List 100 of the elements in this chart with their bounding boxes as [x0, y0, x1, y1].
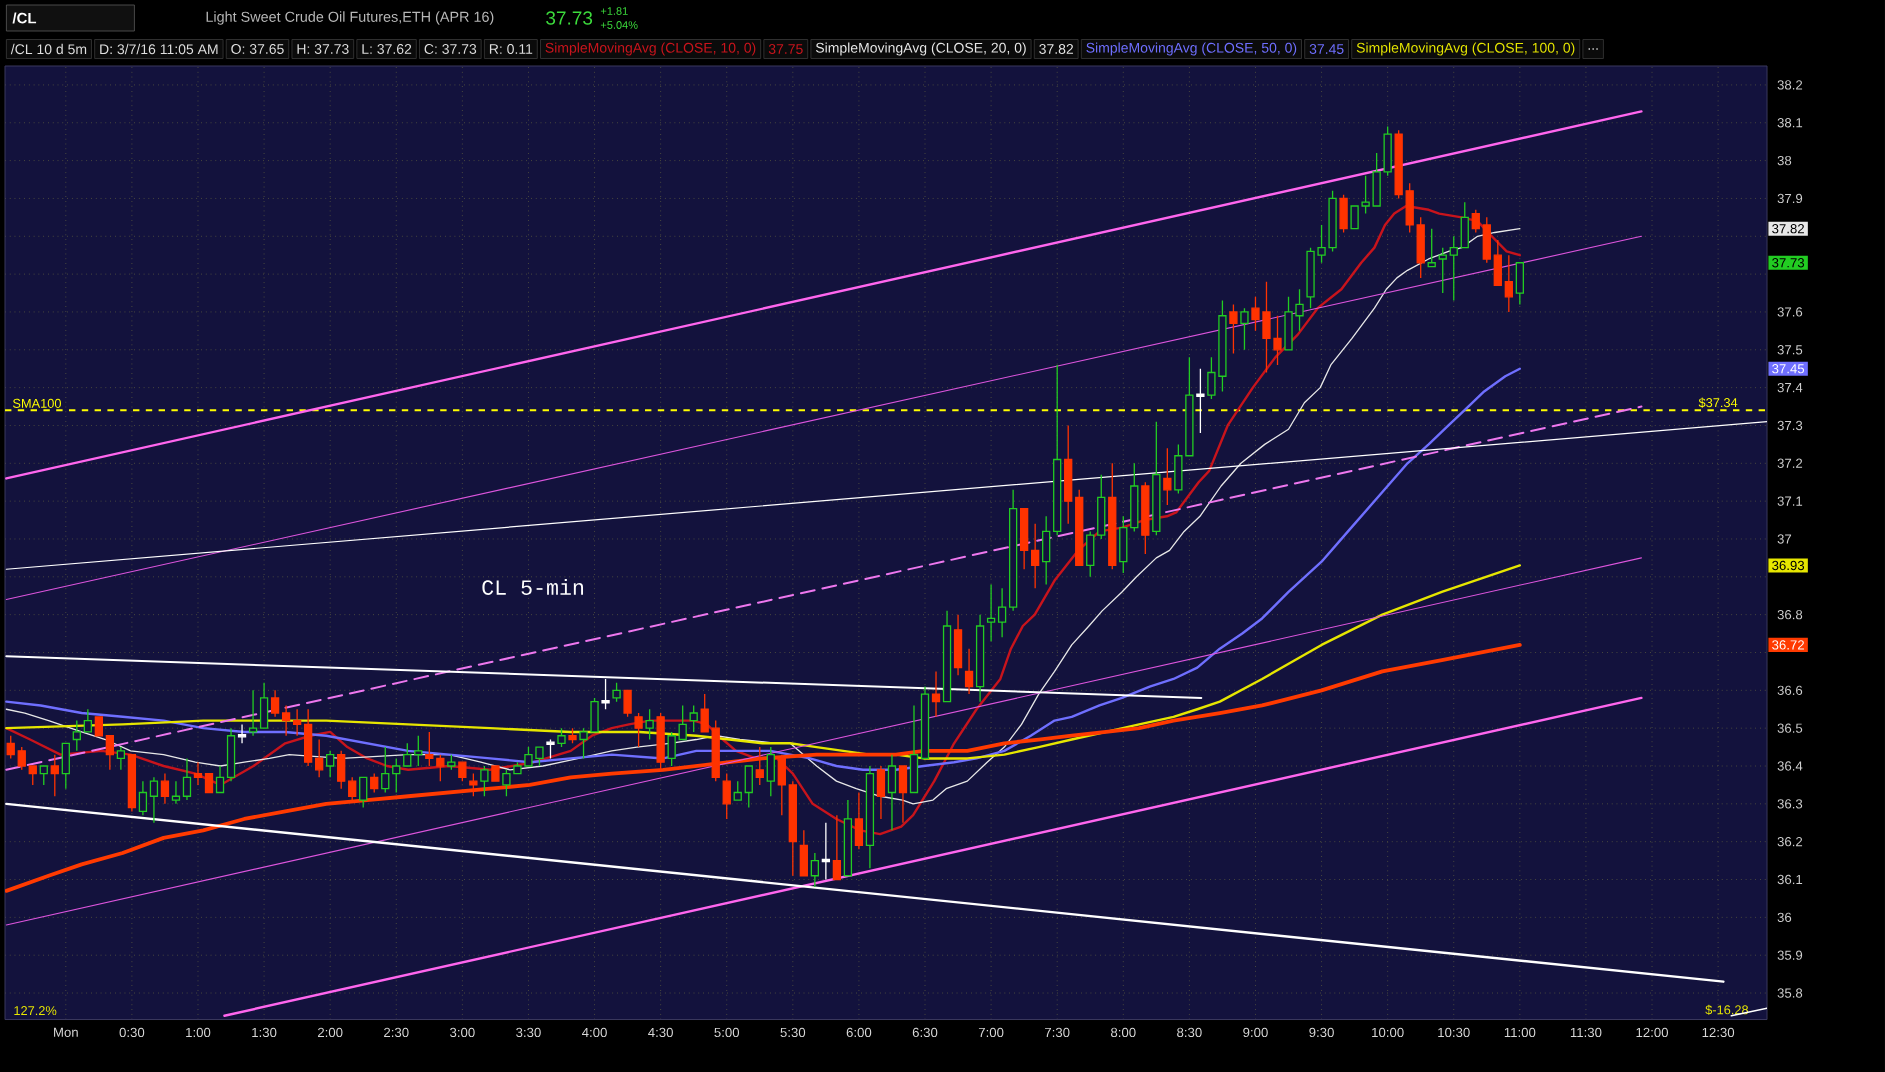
candlestick [149, 776, 159, 824]
candlestick [17, 746, 26, 771]
candlestick [700, 693, 709, 733]
candlestick [986, 583, 996, 642]
ref-line-label: SMA100 [12, 398, 61, 408]
candlestick [887, 754, 897, 831]
candlestick [1108, 462, 1117, 570]
candlestick [436, 754, 445, 782]
x-tick-label: 7:30 [1045, 1027, 1070, 1038]
candlestick [975, 614, 985, 703]
candlestick [28, 765, 37, 786]
candlestick [61, 742, 70, 790]
candlestick [248, 689, 258, 737]
y-tick-label: 37.3 [1777, 420, 1803, 431]
x-tick-label: 2:30 [384, 1027, 409, 1038]
text: 36.72 [1772, 640, 1804, 650]
candlestick [502, 769, 511, 797]
text: 37.75 [768, 44, 803, 54]
candlestick [215, 765, 225, 794]
text: D: 3/7/16 11:05 AM [100, 43, 218, 55]
candlestick [403, 742, 412, 767]
candlestick [1152, 421, 1161, 536]
x-tick-label: 12:00 [1636, 1027, 1669, 1038]
x-tick-label: 2:00 [317, 1027, 343, 1038]
x-tick-label: 11:00 [1504, 1027, 1536, 1038]
candlestick [535, 746, 544, 767]
x-tick-label: 1:30 [252, 1027, 277, 1038]
candlestick [579, 727, 588, 760]
candlestick [1273, 315, 1282, 366]
annotation: $37.34 [1698, 397, 1738, 408]
candlestick [645, 708, 654, 741]
y-tick-label: 37.2 [1777, 458, 1803, 468]
y-tick-label: 36.4 [1777, 761, 1803, 771]
candlestick [72, 719, 81, 752]
candlestick [182, 757, 192, 801]
candlestick [1119, 515, 1128, 574]
x-tick-label: 6:00 [846, 1027, 872, 1038]
candlestick [50, 754, 59, 797]
x-tick-label: 7:00 [978, 1027, 1004, 1038]
candlestick [799, 829, 808, 877]
candlestick [689, 704, 698, 733]
x-tick-label: 8:00 [1111, 1027, 1136, 1038]
candlestick [909, 704, 919, 794]
text: O: 37.65 [231, 44, 284, 54]
candlestick [821, 822, 831, 881]
candlestick [865, 765, 875, 869]
candlestick [1097, 474, 1106, 540]
candlestick [843, 799, 853, 877]
candlestick [733, 780, 742, 801]
candlestick [1350, 205, 1359, 230]
candlestick [766, 746, 775, 797]
x-tick-label: 6:30 [912, 1027, 938, 1038]
candlestick [1394, 129, 1403, 200]
text: R: 0.11 [489, 44, 533, 54]
candlestick [854, 791, 864, 850]
candlestick [392, 757, 401, 794]
y-tick-label: 36 [1777, 912, 1792, 923]
candlestick [160, 772, 170, 805]
text: ... [1588, 48, 1598, 50]
candlestick [1019, 508, 1029, 570]
x-tick-label: 11:30 [1570, 1027, 1602, 1038]
y-tick-label: 35.8 [1777, 988, 1803, 998]
text: +1.81 [600, 7, 628, 15]
candlestick [1295, 288, 1304, 332]
y-tick-label: 38.2 [1777, 80, 1803, 90]
x-tick-label: 5:00 [714, 1027, 740, 1038]
text: 37.45 [1309, 44, 1344, 54]
candlestick [1086, 530, 1095, 578]
candlestick [491, 765, 500, 782]
candlestick [1328, 190, 1337, 253]
candlestick [1284, 296, 1293, 351]
candlestick [1493, 239, 1502, 287]
x-tick-label: 4:30 [648, 1027, 673, 1038]
candlestick [964, 648, 974, 695]
x-tick-label: 9:30 [1309, 1027, 1334, 1038]
y-tick-label: 38.1 [1777, 118, 1803, 128]
candlestick [1460, 201, 1469, 249]
candlestick [1053, 364, 1062, 536]
y-tick-label: 37.4 [1777, 382, 1803, 393]
annotation: $-16.28 [1705, 1004, 1749, 1016]
candlestick [1218, 299, 1227, 393]
candlestick [898, 765, 908, 824]
text: SimpleMovingAvg (CLOSE, 20, 0) [815, 42, 1026, 56]
candlestick [1361, 175, 1370, 215]
candlestick [942, 610, 952, 703]
y-tick-label: 37.9 [1777, 193, 1803, 204]
candlestick [1240, 307, 1249, 351]
candlestick [292, 708, 302, 737]
candlestick [480, 765, 489, 797]
candlestick [667, 731, 676, 767]
candlestick [1317, 224, 1326, 264]
candlestick [788, 780, 797, 877]
candlestick [94, 716, 103, 737]
candlestick [832, 814, 842, 881]
candlestick [656, 712, 665, 771]
candlestick [381, 746, 390, 794]
candlestick [1229, 303, 1238, 355]
candlestick [1339, 194, 1348, 234]
candlestick [678, 704, 687, 741]
candlestick [1207, 356, 1216, 400]
